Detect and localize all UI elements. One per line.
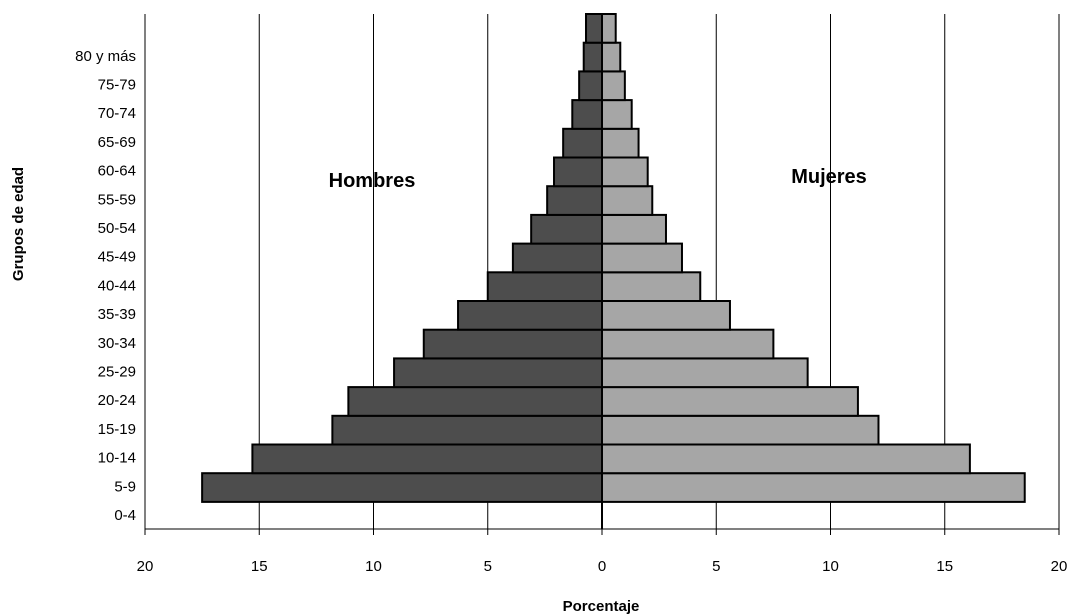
y-tick-label: 15-19 [98,421,136,438]
bar-men-15-19 [331,414,603,446]
bar-men-80-y-más [582,41,603,73]
bar-women-25-29 [601,357,809,389]
men-series-label: Hombres [329,170,416,192]
x-tick-label: 10 [365,558,382,575]
bar-men-20-24 [347,386,603,417]
y-axis-title: Grupos de edad [10,167,27,281]
bar-men-80-y-más [585,13,604,44]
bar-women-50-54 [601,213,667,245]
y-tick-label: 75-79 [98,77,136,94]
bar-men-30-34 [422,328,603,360]
bar-women-40-44 [601,271,702,302]
bar-men-25-29 [393,357,603,389]
y-tick-label: 35-39 [98,306,136,323]
bar-women-45-49 [601,242,683,274]
y-tick-label: 0-4 [114,507,136,524]
bar-men-50-54 [530,213,603,245]
x-tick-label: 15 [251,558,268,575]
y-tick-label: 65-69 [98,134,136,151]
x-tick-label: 5 [484,558,492,575]
bar-women-35-39 [601,300,731,331]
bar-women-30-34 [601,328,775,360]
x-tick-label: 10 [822,558,839,575]
bar-women-10-14 [601,443,971,475]
bar-women-60-64 [601,156,649,188]
x-tick-label: 20 [137,558,154,575]
bar-women-75-79 [601,70,626,102]
bar-men-70-74 [571,99,603,130]
bar-men-60-64 [553,156,604,188]
bar-women-80-y-más [601,41,622,73]
women-series-label: Mujeres [791,166,867,188]
bar-men-10-14 [251,443,604,475]
y-tick-label: 70-74 [98,105,136,122]
bar-women-5-9 [601,472,1026,503]
y-tick-label: 30-34 [98,335,136,352]
x-tick-label: 5 [712,558,720,575]
x-tick-label: 20 [1051,558,1068,575]
y-tick-label: 80 y más [75,48,136,65]
y-tick-label: 45-49 [98,249,136,266]
y-tick-labels: 0-4 5-9 10-14 15-19 20-24 25-29 30-34 35-39 40-4… [75,48,136,524]
bar-women-15-19 [601,414,880,446]
bar-men-65-69 [562,127,604,159]
axes [144,14,1060,535]
bar-men-75-79 [578,70,604,102]
y-tick-label: 40-44 [98,277,136,294]
x-tick-labels: 20 15 10 5 0 5 10 15 20 [137,558,1068,575]
bar-women-55-59 [601,185,654,216]
bar-men-5-9 [201,472,603,503]
bar-men-55-59 [546,185,603,216]
women-bars [601,13,1026,503]
y-tick-label: 25-29 [98,364,136,381]
y-tick-label: 55-59 [98,191,136,208]
bar-women-70-74 [601,99,633,130]
y-tick-label: 50-54 [98,220,136,237]
x-tick-label: 0 [598,558,606,575]
men-bars [201,13,604,503]
bar-women-65-69 [601,127,640,159]
bar-men-40-44 [486,271,603,302]
y-tick-label: 5-9 [114,478,136,495]
bar-men-45-49 [511,242,604,274]
y-tick-label: 10-14 [98,450,136,467]
bar-women-80-y-más [601,13,617,44]
y-tick-label: 60-64 [98,163,136,180]
x-axis-title: Porcentaje [563,598,640,615]
bar-women-20-24 [601,386,859,417]
bar-men-35-39 [457,300,604,331]
y-tick-label: 20-24 [98,392,136,409]
x-tick-label: 15 [936,558,953,575]
